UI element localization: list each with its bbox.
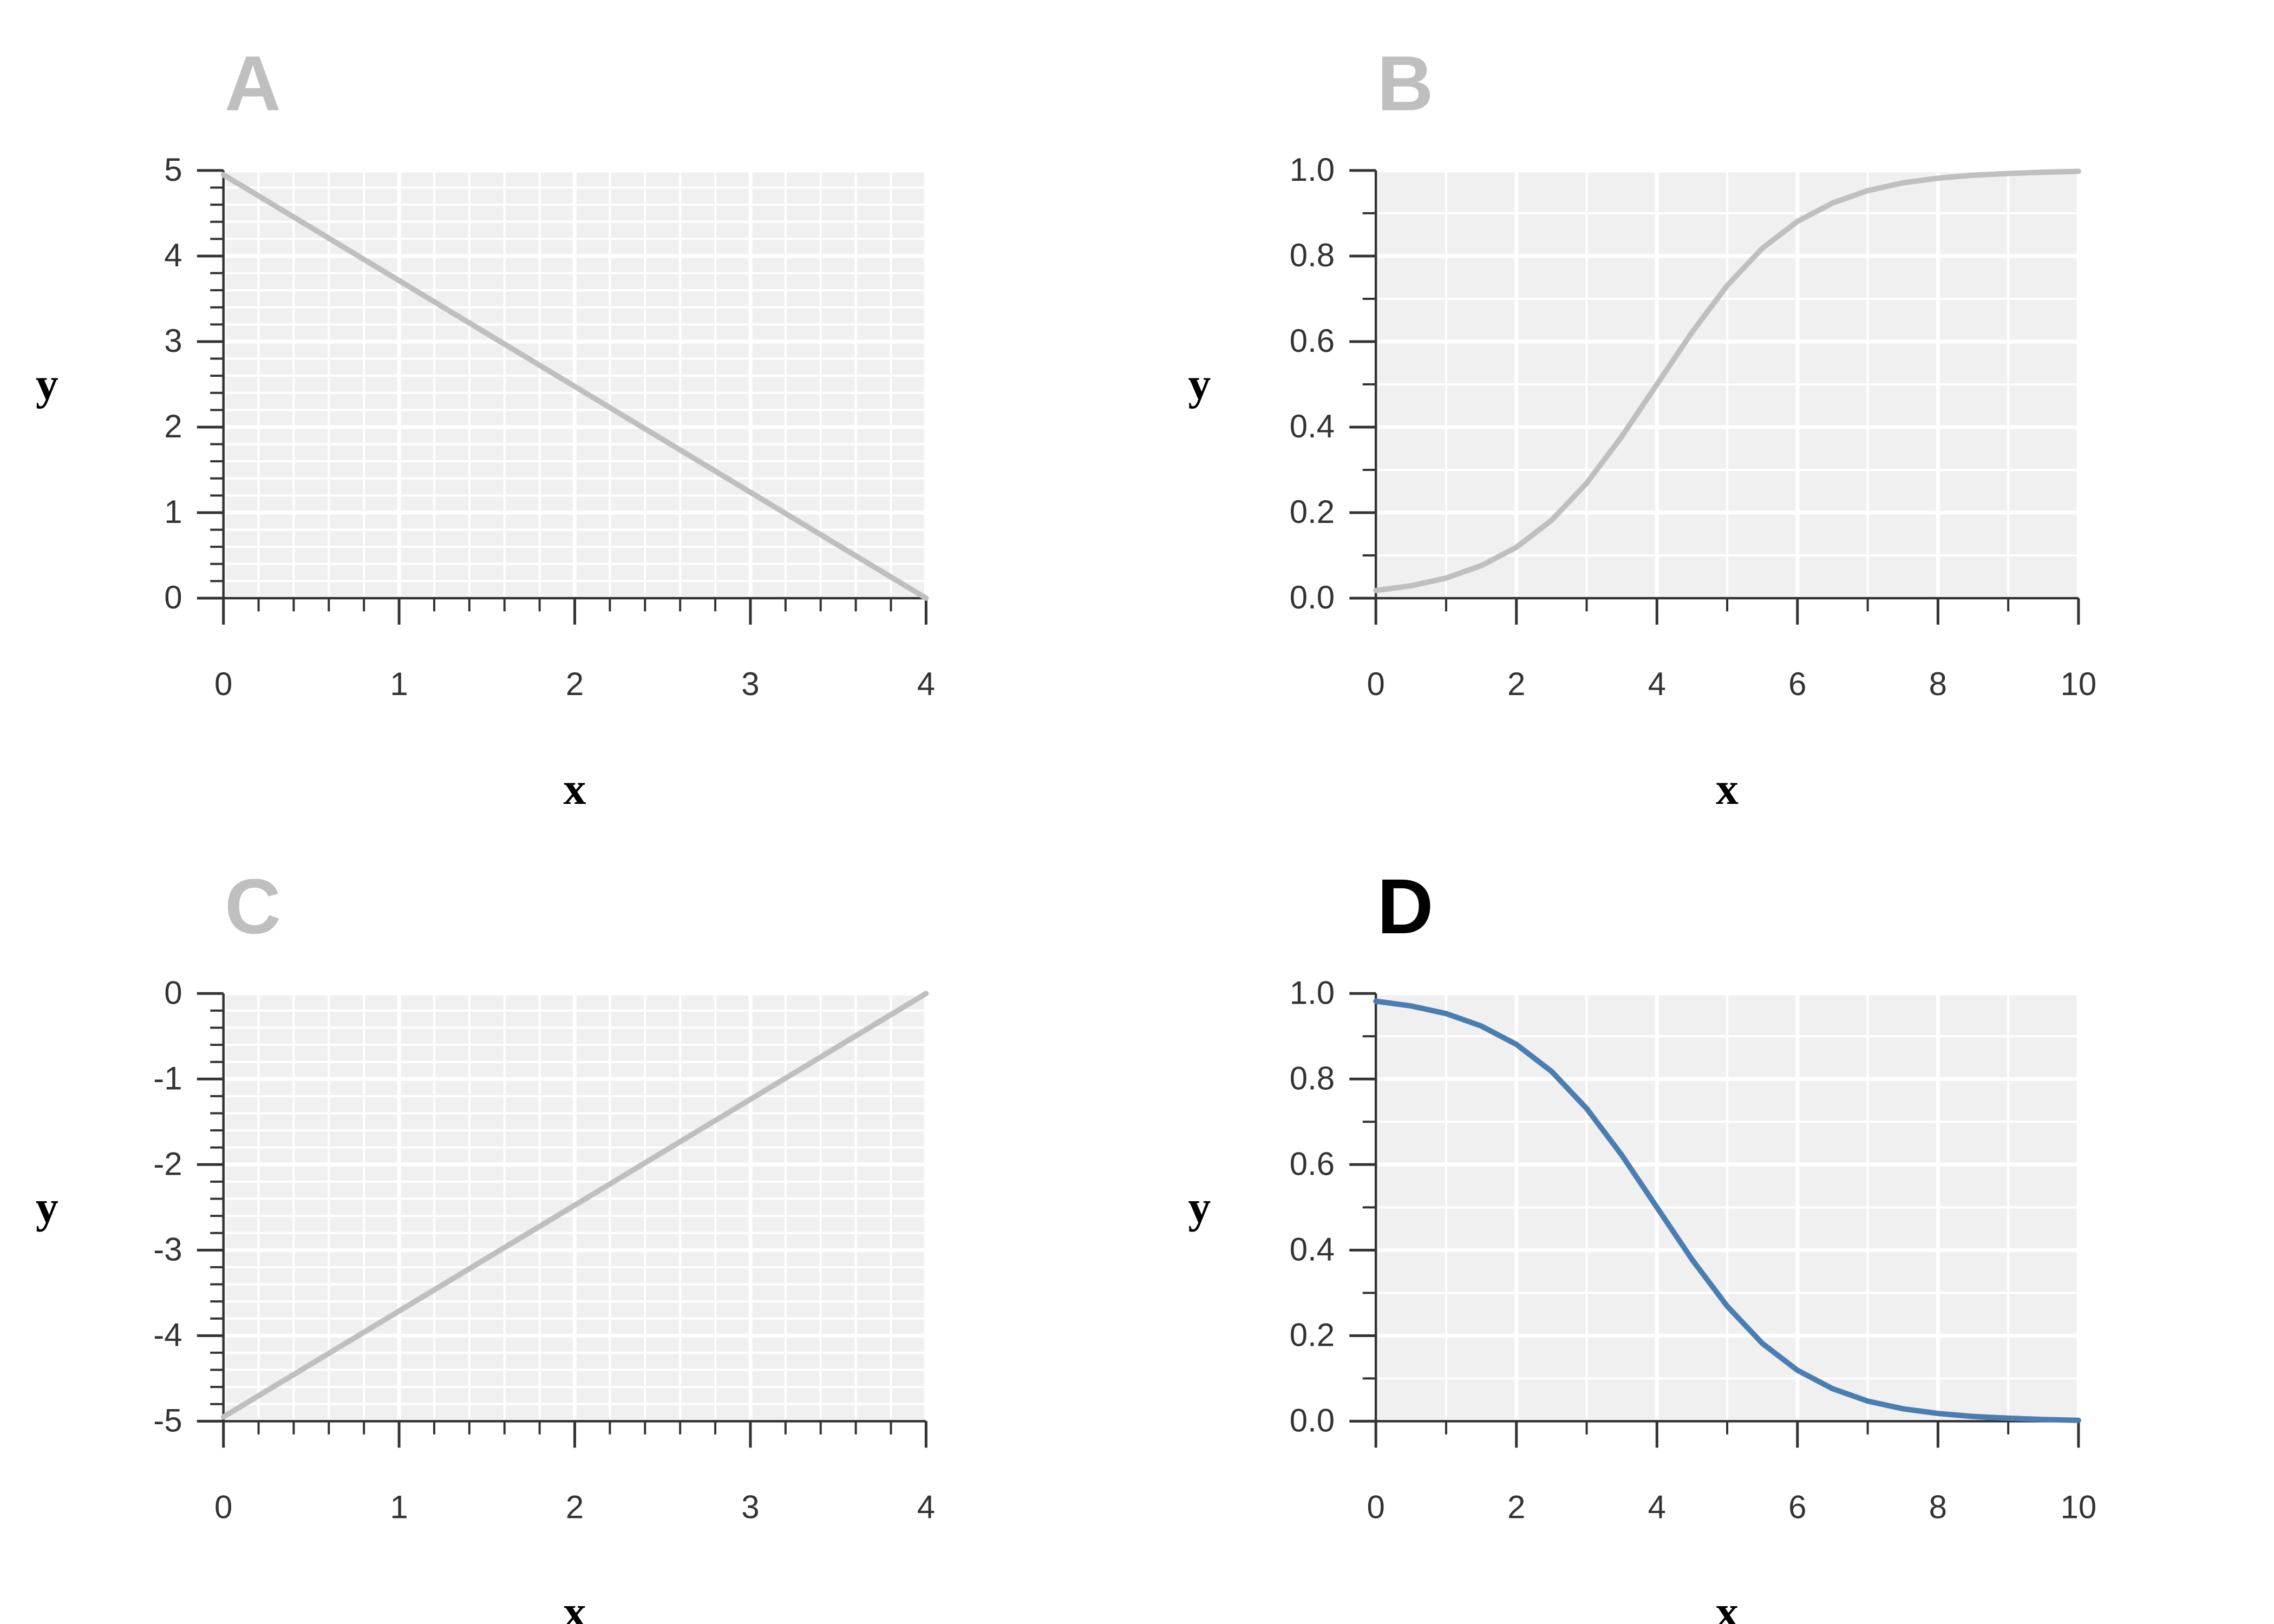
x-axis-title: x: [564, 1587, 586, 1624]
panel-letter-a: A: [225, 40, 281, 127]
y-tick-label: 0: [164, 579, 182, 615]
x-tick-label: 2: [566, 1489, 584, 1525]
x-axis-title: x: [1716, 1587, 1739, 1624]
x-tick-label: 2: [1507, 1489, 1525, 1525]
y-tick-label: -3: [153, 1231, 182, 1267]
x-tick-label: 2: [1507, 666, 1525, 702]
x-tick-label: 8: [1929, 1489, 1947, 1525]
y-tick-label: 0.2: [1290, 494, 1335, 530]
y-tick-label: 4: [164, 237, 182, 273]
x-tick-label: 10: [2061, 1489, 2097, 1525]
y-tick-label: 1.0: [1290, 974, 1335, 1011]
y-tick-label: 1.0: [1290, 152, 1335, 188]
panel-letter-c: C: [225, 863, 281, 950]
x-tick-label: 0: [214, 666, 232, 702]
x-tick-label: 1: [390, 1489, 408, 1525]
y-axis-title: y: [1188, 359, 1211, 409]
x-tick-label: 0: [1367, 666, 1384, 702]
y-tick-label: 0.8: [1290, 237, 1335, 273]
x-axis-title: x: [1716, 764, 1739, 814]
y-axis-title: y: [1188, 1182, 1211, 1232]
x-tick-label: 4: [1648, 1489, 1666, 1525]
x-tick-label: 0: [214, 1489, 232, 1525]
x-tick-label: 1: [390, 666, 408, 702]
x-tick-label: 0: [1367, 1489, 1384, 1525]
y-tick-label: 5: [164, 152, 182, 188]
y-tick-label: 0.0: [1290, 579, 1335, 615]
x-tick-label: 6: [1788, 666, 1806, 702]
x-tick-label: 4: [917, 666, 935, 702]
y-tick-label: -4: [153, 1317, 182, 1353]
y-tick-label: 1: [164, 494, 182, 530]
panel-letter-d: D: [1377, 863, 1433, 950]
y-tick-label: 3: [164, 323, 182, 359]
x-tick-label: 6: [1788, 1489, 1806, 1525]
panel-letter-b: B: [1377, 40, 1433, 127]
y-tick-label: -2: [153, 1145, 182, 1182]
x-tick-label: 2: [566, 666, 584, 702]
y-axis-title: y: [36, 1182, 58, 1232]
y-tick-label: 0.4: [1290, 408, 1335, 444]
y-tick-label: 0.4: [1290, 1231, 1335, 1267]
x-tick-label: 3: [741, 1489, 759, 1525]
x-tick-label: 8: [1929, 666, 1947, 702]
x-tick-label: 10: [2061, 666, 2097, 702]
y-tick-label: 0.0: [1290, 1402, 1335, 1438]
y-tick-label: 0: [164, 974, 182, 1011]
y-tick-label: -1: [153, 1060, 182, 1096]
x-tick-label: 4: [1648, 666, 1666, 702]
y-tick-label: 0.2: [1290, 1317, 1335, 1353]
y-tick-label: 0.6: [1290, 1145, 1335, 1182]
y-tick-label: 0.6: [1290, 323, 1335, 359]
x-tick-label: 3: [741, 666, 759, 702]
y-axis-title: y: [36, 359, 58, 409]
y-tick-label: 0.8: [1290, 1060, 1335, 1096]
x-axis-title: x: [564, 764, 586, 814]
x-tick-label: 4: [917, 1489, 935, 1525]
y-tick-label: -5: [153, 1402, 182, 1438]
y-tick-label: 2: [164, 408, 182, 444]
